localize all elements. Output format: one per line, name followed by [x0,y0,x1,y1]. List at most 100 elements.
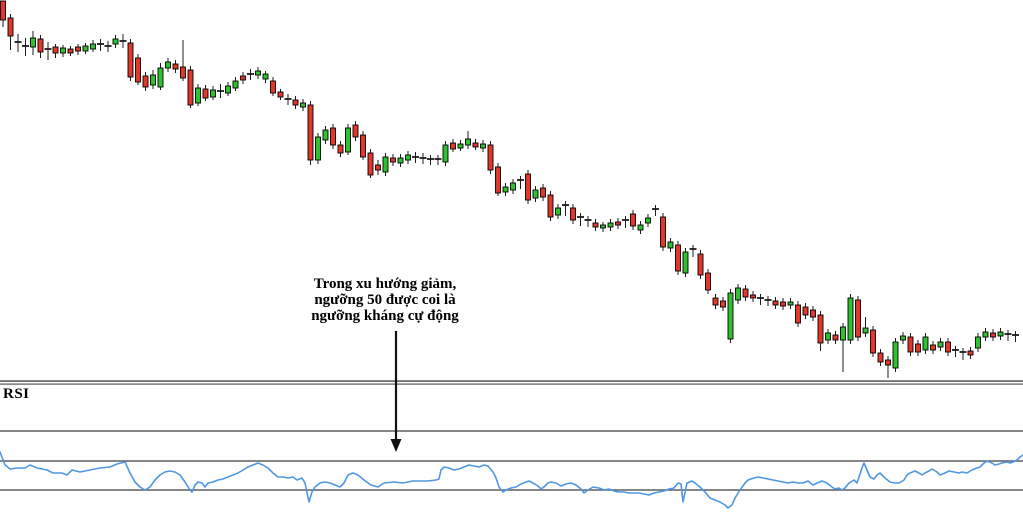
bear-candle-body [352,124,359,138]
bear-candle-body [375,164,381,171]
bull-candle-body [922,336,929,351]
annotation-line-3: ngưỡng kháng cự động [311,308,459,324]
panel-separator-bottom [0,383,1023,385]
bear-candle-body [330,127,336,146]
bull-candle-body [937,341,944,348]
doji-dash [689,248,697,250]
bull-candle-body [255,70,261,76]
doji-dash [412,156,419,158]
bull-candle-body [502,186,509,193]
doji-dash [14,41,22,43]
bull-candle-body [457,143,464,149]
doji-dash [97,43,104,45]
bull-candle-body [787,301,794,306]
doji-dash [584,219,592,221]
bear-candle-body [547,194,554,218]
bull-candle-body [510,182,516,191]
bear-candle-body [817,314,824,344]
doji-dash [952,349,959,351]
rsi-line [0,451,1023,509]
bear-candle-body [675,244,681,272]
bear-candle-body [172,63,179,70]
bear-candle-body [915,343,921,353]
doji-dash [284,98,292,100]
bull-candle-body [465,138,471,146]
bull-candle-body [262,73,269,80]
doji-dash [562,204,569,206]
bull-candle-body [900,335,906,341]
rsi-indicator-label: RSI [3,386,30,402]
annotation-arrow-head [390,439,402,452]
bear-candle-body [277,91,284,98]
bear-candle-body [202,88,209,99]
bear-candle-body [0,0,6,21]
bull-candle-body [645,217,651,224]
bear-candle-body [795,304,801,324]
bull-candle-body [112,38,119,45]
bear-candle-body [37,38,44,53]
bull-candle-body [232,80,239,89]
bear-candle-body [570,207,576,221]
bear-candle-body [292,99,299,106]
bear-candle-body [780,301,786,307]
bear-candle-body [967,350,974,356]
bull-candle-body [157,67,164,88]
bear-candle-body [907,336,914,353]
bull-candle-body [442,144,449,163]
bear-candle-body [855,299,861,338]
bull-candle-body [195,87,201,104]
bull-candle-body [480,143,486,149]
doji-dash [1012,334,1019,336]
bull-candle-body [997,331,1004,337]
doji-dash [104,45,112,47]
bull-candle-body [225,85,231,94]
bear-candle-body [712,297,719,306]
bear-candle-body [180,66,186,79]
annotation-line-1: Trong xu hướng giảm, [313,276,457,292]
doji-dash [427,158,434,160]
doji-dash [1004,333,1012,335]
bull-candle-body [862,327,869,334]
bull-candle-body [397,157,404,164]
bear-candle-body [615,221,621,226]
doji-dash [434,158,442,160]
bear-candle-body [270,80,276,94]
bear-candle-body [142,75,149,88]
bull-candle-body [982,331,989,338]
bear-candle-body [810,309,816,318]
bull-candle-body [322,129,329,141]
bear-candle-body [495,166,501,194]
annotation-callout: Trong xu hướng giảm, ngưỡng 50 được coi … [285,276,485,324]
bear-candle-body [630,213,636,227]
bear-candle-body [802,306,809,316]
bull-candle-body [345,127,351,153]
doji-dash [119,40,127,42]
bear-candle-body [540,187,546,198]
doji-dash [247,73,254,75]
bear-candle-body [870,329,876,354]
bear-candle-body [367,152,374,176]
bear-candle-body [772,300,779,306]
bull-candle-body [150,74,156,86]
doji-dash [959,351,967,353]
bear-candle-body [705,272,711,291]
bull-candle-body [90,43,96,50]
bull-candle-body [975,336,981,349]
bear-candle-body [930,344,936,351]
doji-dash [757,297,764,299]
bull-candle-body [210,89,216,98]
bull-candle-body [682,251,689,274]
bull-candle-body [405,154,411,161]
bull-candle-body [847,297,854,341]
bear-candle-body [885,359,891,366]
bear-candle-body [187,69,194,106]
bull-candle-body [382,156,389,173]
bear-candle-body [337,144,344,154]
bear-candle-body [390,157,396,163]
bear-candle-body [52,46,59,54]
bull-candle-body [555,207,561,216]
bull-candle-body [300,102,306,108]
bull-candle-body [315,136,321,161]
panel-separator-top [0,380,1023,382]
